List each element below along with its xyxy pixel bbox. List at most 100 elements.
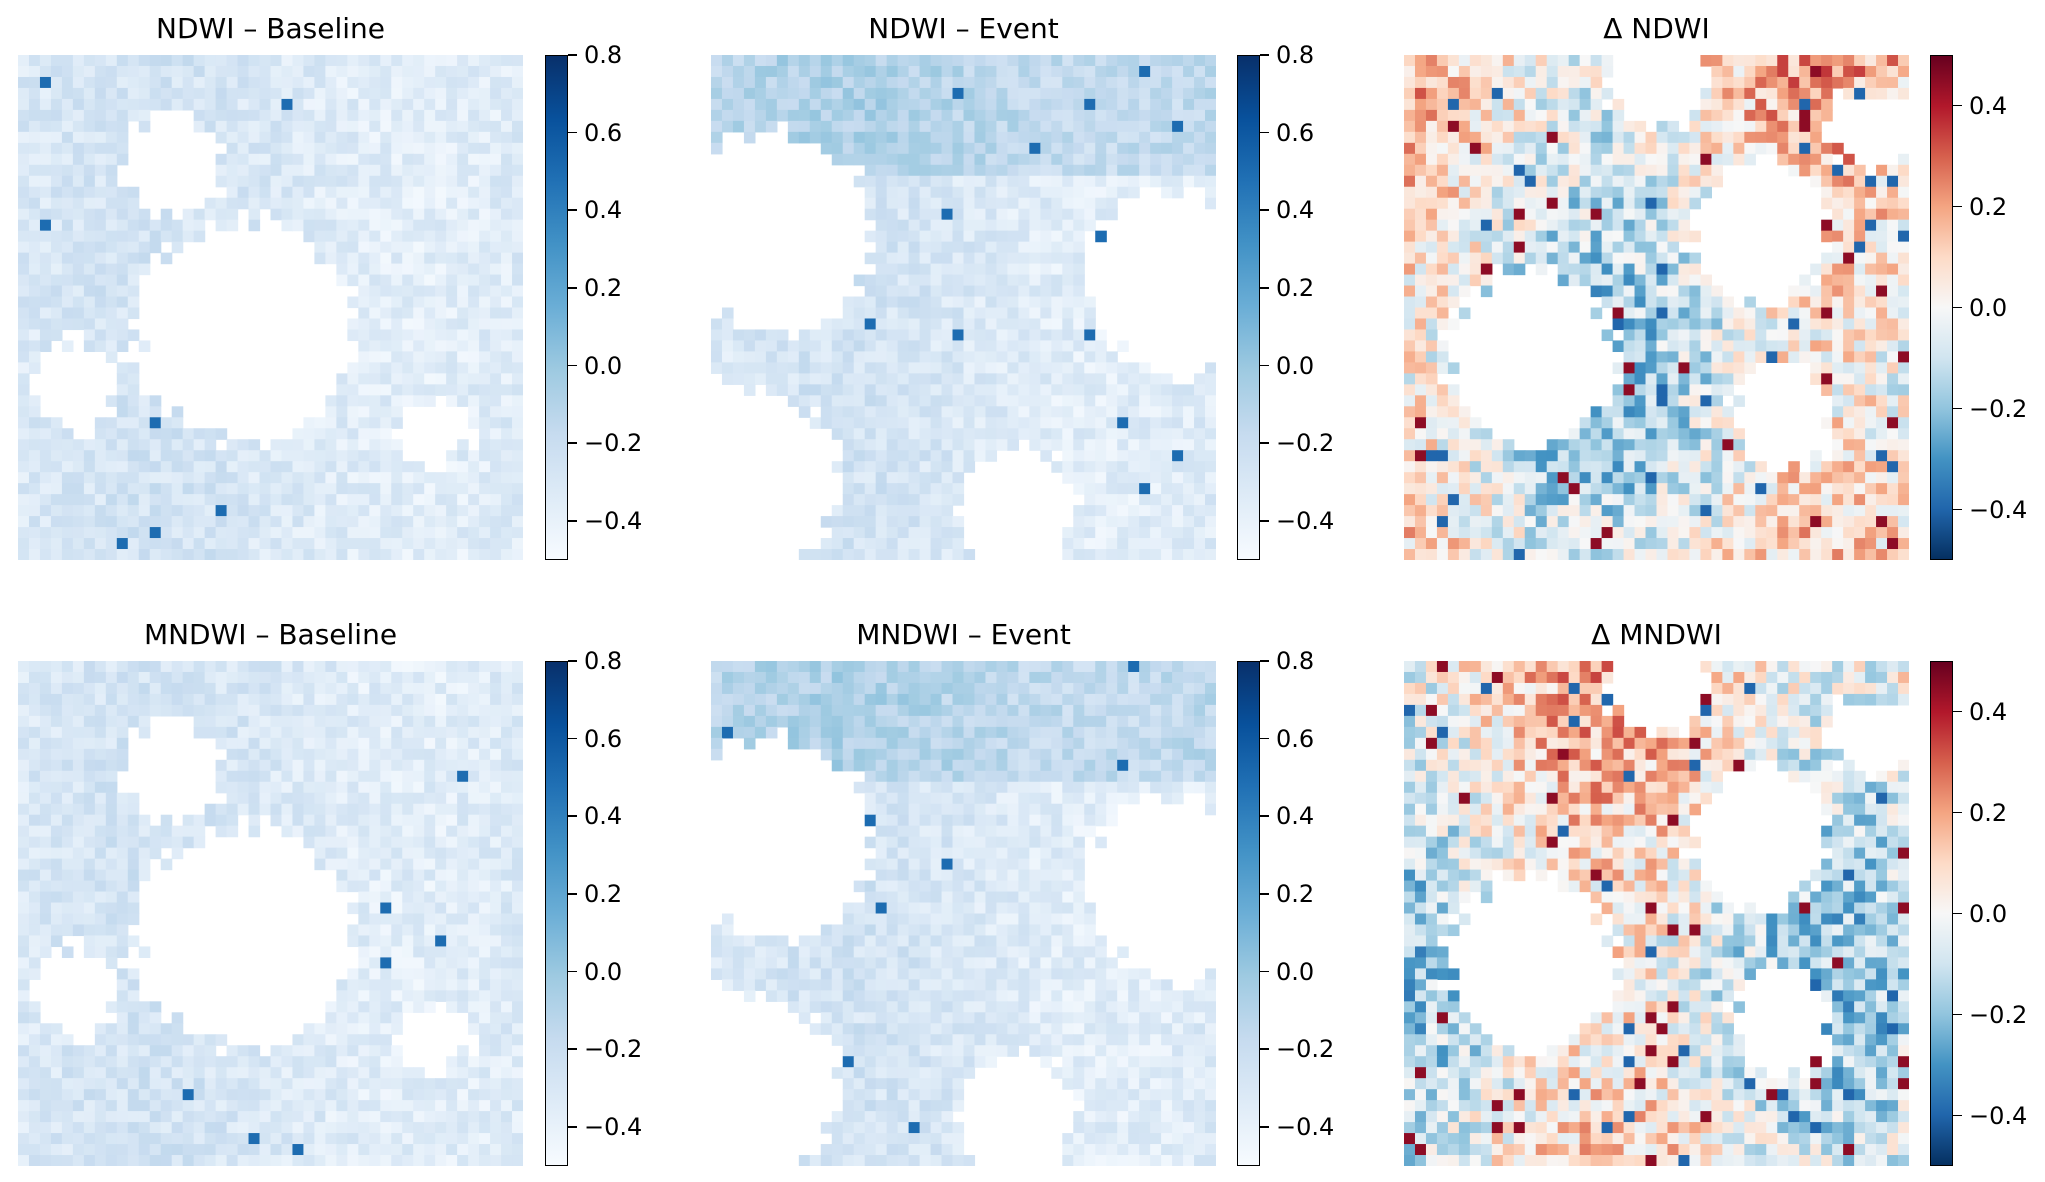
- heatmap-cell: [1425, 76, 1438, 89]
- heatmap-cell: [941, 307, 954, 320]
- heatmap-cell: [820, 549, 833, 560]
- heatmap-cell: [1898, 538, 1909, 550]
- heatmap-cell: [1095, 175, 1107, 188]
- heatmap-cell: [1810, 483, 1822, 495]
- colorbar-tick-mark: [568, 54, 577, 56]
- heatmap-cell: [1404, 483, 1416, 495]
- heatmap-cell: [1073, 406, 1085, 418]
- heatmap-cell: [1106, 527, 1118, 539]
- heatmap-cell: [105, 505, 118, 517]
- heatmap-cell: [424, 516, 436, 528]
- heatmap-cell: [1172, 461, 1184, 473]
- heatmap-cell: [1095, 351, 1107, 363]
- heatmap-cell: [380, 263, 392, 276]
- heatmap-cell: [391, 131, 403, 144]
- heatmap-cell: [1590, 109, 1603, 122]
- heatmap-cell: [1656, 252, 1669, 265]
- heatmap-cell: [1557, 527, 1570, 539]
- heatmap-cell: [1425, 98, 1438, 111]
- heatmap-cell: [875, 494, 888, 506]
- heatmap-cell: [1689, 483, 1702, 495]
- heatmap-cell: [963, 285, 976, 298]
- heatmap-cell: [270, 671, 283, 684]
- heatmap-cell: [457, 175, 469, 188]
- heatmap-cell: [1898, 230, 1909, 243]
- heatmap-cell: [270, 472, 283, 484]
- heatmap-cell: [963, 417, 976, 429]
- heatmap-cell: [160, 472, 173, 484]
- heatmap-cell: [1447, 120, 1460, 133]
- heatmap-cell: [72, 538, 85, 550]
- heatmap-cell: [1117, 472, 1129, 484]
- heatmap-cell: [1579, 120, 1592, 133]
- colorbar-tick-label: −0.4: [584, 507, 643, 536]
- heatmap-cell: [215, 55, 228, 67]
- heatmap-cell: [479, 351, 491, 363]
- heatmap-cell: [864, 120, 877, 133]
- heatmap-cell: [402, 661, 414, 673]
- heatmap-cell: [1062, 76, 1074, 89]
- heatmap-cell: [765, 362, 778, 374]
- heatmap-cell: [1634, 252, 1647, 265]
- heatmap-cell: [259, 671, 272, 684]
- heatmap-cell: [1205, 153, 1216, 166]
- heatmap-cell: [1832, 505, 1844, 517]
- heatmap-cell: [864, 472, 877, 484]
- heatmap-cell: [512, 131, 523, 144]
- heatmap-cell: [468, 318, 480, 331]
- heatmap-cell: [512, 373, 523, 385]
- heatmap-cell: [831, 98, 844, 111]
- heatmap-cell: [171, 693, 184, 706]
- heatmap-cell: [1755, 538, 1767, 550]
- heatmap-cell: [1557, 219, 1570, 232]
- heatmap-cell: [952, 76, 965, 89]
- heatmap-cell: [1062, 428, 1074, 440]
- heatmap-cell: [1062, 417, 1074, 429]
- heatmap-cell: [908, 252, 921, 265]
- colorbar-tick-label: 0.8: [1276, 41, 1315, 69]
- heatmap-cell: [908, 296, 921, 309]
- heatmap-cell: [1601, 417, 1614, 429]
- heatmap-cell: [1656, 527, 1669, 539]
- heatmap-cell: [1128, 87, 1140, 100]
- heatmap-cell: [479, 527, 491, 539]
- heatmap-cell: [39, 219, 52, 232]
- heatmap-cell: [303, 87, 316, 100]
- heatmap-cell: [468, 87, 480, 100]
- heatmap-cell: [776, 76, 789, 89]
- heatmap-cell: [380, 175, 392, 188]
- heatmap-cell: [1458, 461, 1471, 473]
- heatmap-cell: [1733, 527, 1745, 539]
- heatmap-cell: [1612, 175, 1625, 188]
- heatmap-cell: [1480, 483, 1493, 495]
- heatmap-cell: [1161, 472, 1173, 484]
- heatmap-cell: [985, 208, 998, 221]
- heatmap-cell: [1194, 384, 1206, 396]
- heatmap-cell: [380, 516, 392, 528]
- heatmap-cell: [270, 153, 283, 166]
- heatmap-cell: [1150, 527, 1162, 539]
- heatmap-cell: [28, 417, 41, 429]
- heatmap-cell: [457, 241, 469, 254]
- heatmap-cell: [765, 120, 778, 133]
- heatmap-cell: [963, 373, 976, 385]
- heatmap-cell: [1040, 219, 1052, 232]
- heatmap-cell: [1007, 186, 1019, 199]
- heatmap-cell: [711, 131, 723, 144]
- heatmap-cell: [1436, 175, 1449, 188]
- heatmap-cell: [336, 472, 348, 484]
- heatmap-cell: [1018, 340, 1030, 353]
- heatmap-cell: [127, 549, 140, 560]
- heatmap-cell: [303, 98, 316, 111]
- heatmap-cell: [380, 351, 392, 363]
- heatmap-cell: [18, 406, 30, 418]
- heatmap-cell: [1777, 87, 1789, 100]
- heatmap-cell: [787, 87, 800, 100]
- heatmap-cell: [886, 527, 899, 539]
- heatmap-cell: [908, 76, 921, 89]
- heatmap-cell: [930, 527, 943, 539]
- heatmap-cell: [1700, 120, 1712, 133]
- heatmap-cell: [1051, 340, 1063, 353]
- heatmap-cell: [1590, 263, 1603, 276]
- heatmap-cell: [424, 109, 436, 122]
